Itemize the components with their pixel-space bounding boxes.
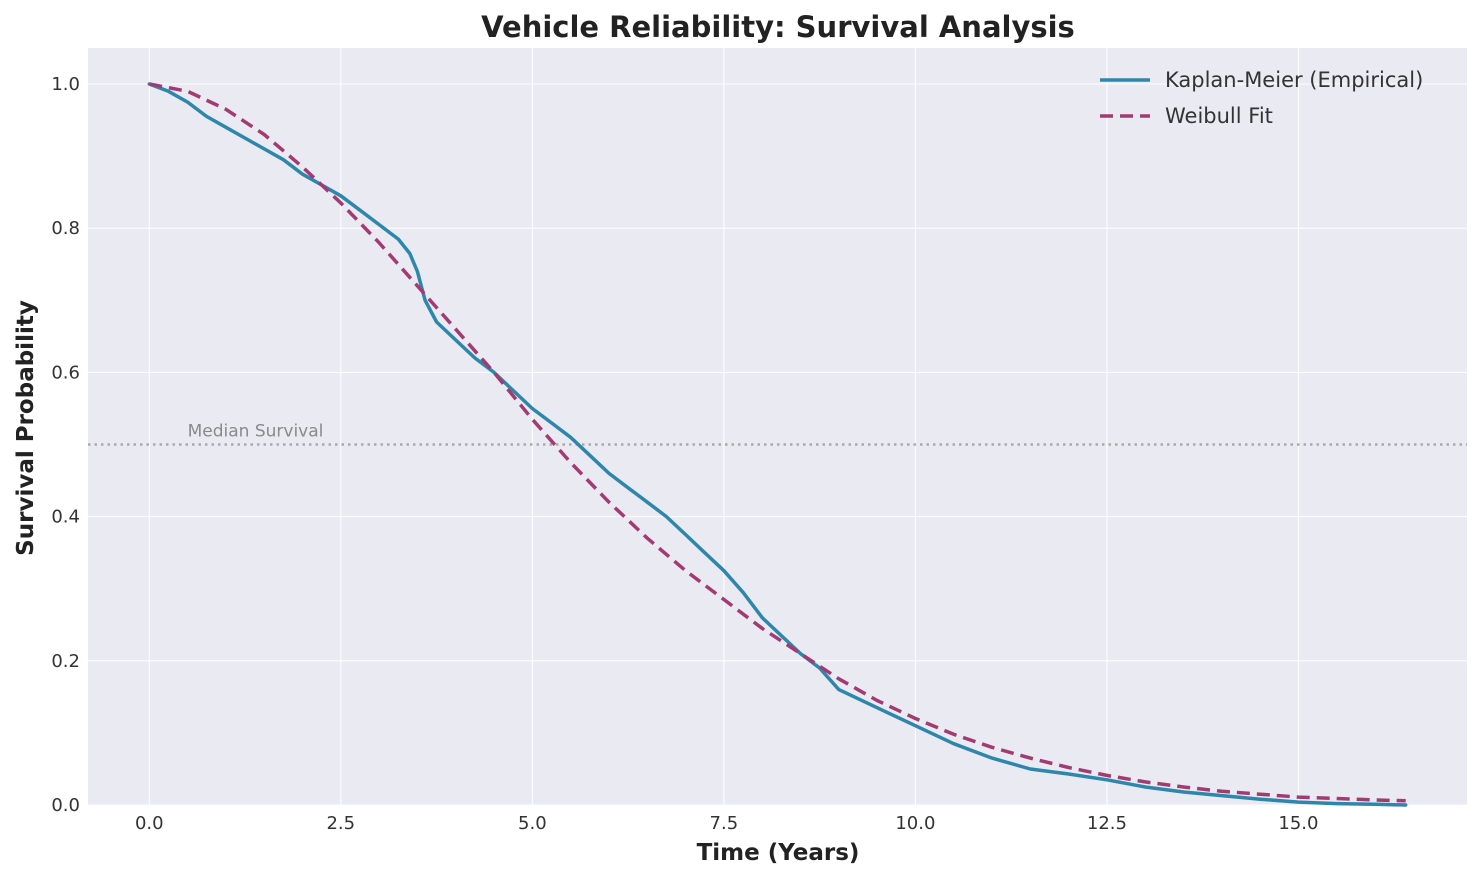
x-axis: 0.0 2.5 5.0 7.5 10.0 12.5 15.0 bbox=[135, 813, 1319, 834]
y-tick-label: 0.0 bbox=[51, 795, 80, 816]
plot-area bbox=[88, 48, 1467, 805]
x-tick-label: 12.5 bbox=[1087, 813, 1127, 834]
y-tick-label: 1.0 bbox=[51, 74, 80, 95]
x-tick-label: 7.5 bbox=[710, 813, 739, 834]
grid-lines bbox=[88, 48, 1467, 806]
y-axis-label: Survival Probability bbox=[13, 300, 39, 556]
chart-title: Vehicle Reliability: Survival Analysis bbox=[481, 10, 1075, 44]
median-label: Median Survival bbox=[188, 422, 324, 442]
x-tick-label: 5.0 bbox=[518, 813, 547, 834]
y-tick-label: 0.2 bbox=[51, 651, 80, 672]
x-tick-label: 10.0 bbox=[895, 813, 935, 834]
legend-label: Weibull Fit bbox=[1165, 104, 1273, 128]
median-reference: Median Survival bbox=[88, 422, 1467, 446]
x-axis-label: Time (Years) bbox=[697, 840, 860, 866]
y-tick-label: 0.8 bbox=[51, 218, 80, 239]
x-tick-label: 15.0 bbox=[1278, 813, 1318, 834]
series-layer bbox=[147, 82, 1408, 807]
y-tick-label: 0.6 bbox=[51, 362, 80, 383]
legend: Kaplan-Meier (Empirical) Weibull Fit bbox=[1100, 68, 1423, 128]
x-tick-label: 0.0 bbox=[135, 813, 164, 834]
y-axis: 0.0 0.2 0.4 0.6 0.8 1.0 bbox=[51, 74, 80, 816]
x-tick-label: 2.5 bbox=[326, 813, 355, 834]
series-line-1 bbox=[148, 82, 1406, 803]
y-tick-label: 0.4 bbox=[51, 507, 80, 528]
legend-label: Kaplan-Meier (Empirical) bbox=[1165, 68, 1423, 92]
